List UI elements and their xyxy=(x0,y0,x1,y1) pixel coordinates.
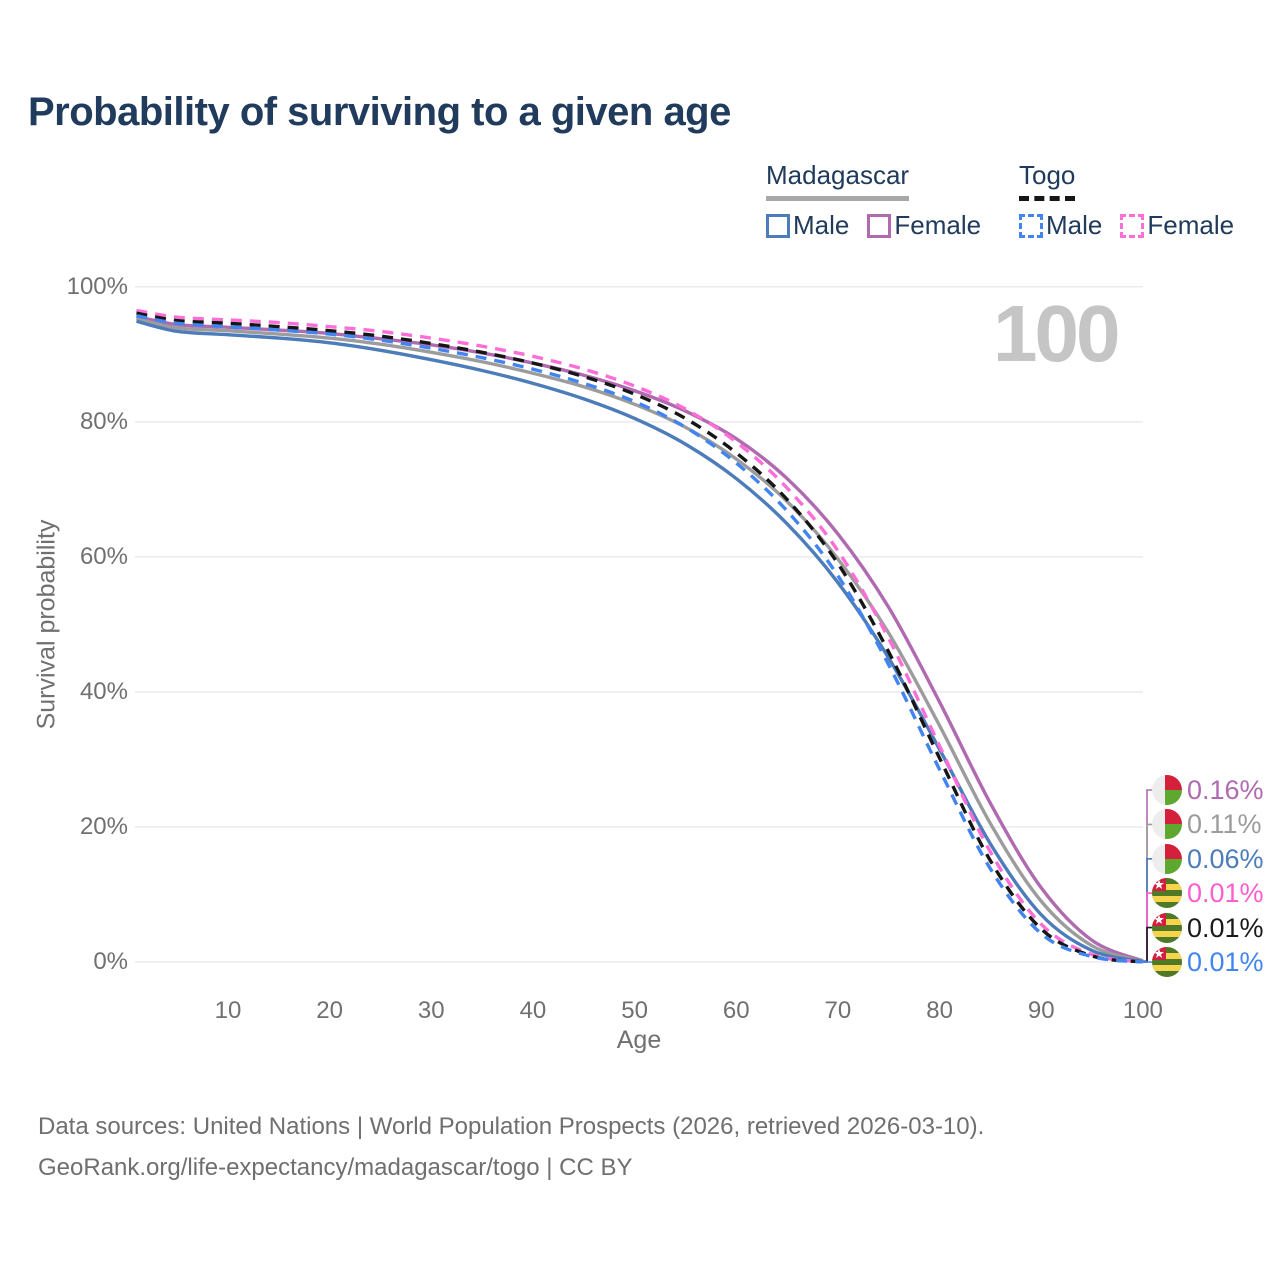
x-tick-label: 30 xyxy=(417,997,445,1024)
end-label-Togo (both sexes): 0.01% xyxy=(1152,912,1264,944)
legend-item-madagascar-male[interactable]: Male xyxy=(766,210,849,241)
x-tick-label: 60 xyxy=(722,997,750,1024)
data-source-line: Data sources: United Nations | World Pop… xyxy=(38,1113,985,1140)
end-label-value: 0.11% xyxy=(1187,809,1262,840)
legend-label-madagascar-male: Male xyxy=(793,210,850,240)
madagascar-male-swatch xyxy=(766,213,790,238)
series-line-togo-male xyxy=(136,314,1144,964)
legend-item-togo-male[interactable]: Male xyxy=(1019,210,1102,241)
togo-female-swatch xyxy=(1120,213,1145,238)
footer: Data sources: United Nations | World Pop… xyxy=(38,1106,984,1188)
series-line-madagascar-male xyxy=(136,319,1144,964)
y-tick-label: 80% xyxy=(79,407,128,435)
y-tick-label: 60% xyxy=(79,542,128,570)
series-line-togo-female xyxy=(136,308,1144,964)
togo-flag-icon xyxy=(1152,947,1182,977)
y-tick-label: 100% xyxy=(66,272,128,300)
legend-group-togo: Togo Male Female xyxy=(1019,160,1234,241)
series-line-togo-all xyxy=(136,311,1144,964)
madagascar-flag-icon xyxy=(1152,809,1182,840)
togo-flag-icon xyxy=(1152,878,1182,909)
end-label-Madagascar Female: 0.16% xyxy=(1152,774,1264,806)
legend-group-madagascar: Madagascar Male Female xyxy=(766,160,981,241)
y-tick-label: 40% xyxy=(79,677,128,705)
age-watermark: 100 xyxy=(993,289,1120,378)
x-tick-label: 100 xyxy=(1122,997,1163,1024)
madagascar-female-swatch xyxy=(867,213,892,238)
madagascar-flag-icon xyxy=(1152,775,1182,805)
x-tick-label: 50 xyxy=(621,997,648,1024)
end-label-value: 0.16% xyxy=(1187,775,1264,805)
end-label-value: 0.01% xyxy=(1187,878,1264,909)
end-label-Madagascar Male: 0.06% xyxy=(1152,843,1264,875)
y-tick-label: 0% xyxy=(93,948,128,975)
end-label-Togo Male: 0.01% xyxy=(1152,946,1264,978)
madagascar-flag-icon xyxy=(1152,843,1182,874)
end-label-Madagascar (both sexes): 0.11% xyxy=(1152,808,1262,840)
end-label-Togo Female: 0.01% xyxy=(1152,877,1264,909)
togo-male-swatch xyxy=(1019,213,1043,238)
series-line-madagascar-female xyxy=(136,314,1144,963)
end-label-value: 0.01% xyxy=(1187,947,1264,977)
end-label-value: 0.06% xyxy=(1187,843,1264,874)
x-tick-label: 90 xyxy=(1027,997,1055,1024)
x-tick-label: 80 xyxy=(926,997,953,1024)
legend-label-madagascar-female: Female xyxy=(894,210,982,240)
togo-flag-icon xyxy=(1152,912,1182,943)
legend-item-madagascar-female[interactable]: Female xyxy=(867,210,981,241)
y-axis-title: Survival probability xyxy=(32,519,61,730)
y-tick-label: 20% xyxy=(79,812,128,840)
x-tick-label: 10 xyxy=(214,997,242,1024)
x-tick-label: 40 xyxy=(519,997,547,1024)
legend-label-togo-female: Female xyxy=(1147,210,1235,240)
legend-header-togo[interactable]: Togo xyxy=(1019,160,1076,201)
page-title: Probability of surviving to a given age xyxy=(28,90,731,134)
x-tick-label: 20 xyxy=(316,997,343,1024)
series-line-madagascar-all xyxy=(136,316,1144,963)
x-axis-title: Age xyxy=(616,1026,662,1054)
end-label-value: 0.01% xyxy=(1187,912,1264,943)
x-tick-label: 70 xyxy=(824,997,852,1024)
source-url-line[interactable]: GeoRank.org/life-expectancy/madagascar/t… xyxy=(38,1154,633,1181)
legend-header-madagascar[interactable]: Madagascar xyxy=(766,160,910,201)
legend-label-togo-male: Male xyxy=(1046,210,1103,240)
legend-item-togo-female[interactable]: Female xyxy=(1120,210,1234,241)
